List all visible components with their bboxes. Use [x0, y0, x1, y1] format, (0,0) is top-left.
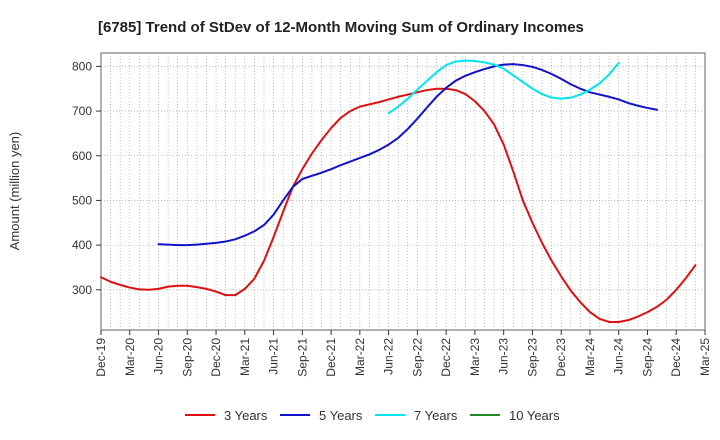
- grid: [101, 53, 705, 330]
- x-tick-label: Dec-24: [669, 338, 683, 377]
- x-tick-label: Dec-19: [94, 338, 108, 377]
- y-axis-ticks: 300 400 500 600 700 800: [72, 59, 101, 297]
- x-tick-label: Jun-23: [497, 338, 511, 375]
- y-axis-label: Amount (million yen): [7, 132, 22, 251]
- x-tick-label: Jun-21: [267, 338, 281, 375]
- y-tick-label: 500: [72, 193, 92, 207]
- y-tick-label: 300: [72, 283, 92, 297]
- x-tick-label: Jun-22: [382, 338, 396, 375]
- x-tick-label: Mar-20: [123, 338, 137, 376]
- x-tick-label: Jun-24: [612, 338, 626, 375]
- chart-title: [6785] Trend of StDev of 12-Month Moving…: [98, 19, 584, 36]
- x-tick-label: Dec-21: [324, 338, 338, 377]
- x-tick-label: Dec-22: [439, 338, 453, 377]
- x-axis-ticks: Dec-19 Mar-20 Jun-20 Sep-20 Dec-20 Mar-21 Jun-…: [94, 330, 712, 377]
- x-tick-label: Dec-23: [554, 338, 568, 377]
- x-tick-label: Sep-23: [525, 338, 539, 377]
- legend-label: 7 Years: [414, 408, 458, 423]
- x-tick-label: Jun-20: [152, 338, 166, 375]
- y-tick-label: 400: [72, 238, 92, 252]
- legend-label: 5 Years: [319, 408, 363, 423]
- y-tick-label: 700: [72, 104, 92, 118]
- x-tick-label: Sep-21: [295, 338, 309, 377]
- x-tick-label: Mar-22: [353, 338, 367, 376]
- x-tick-label: Mar-25: [698, 338, 712, 376]
- series-line-3-years: [100, 87, 697, 323]
- series-line-7-years: [387, 59, 620, 115]
- x-tick-label: Sep-22: [410, 338, 424, 377]
- series-line-5-years: [157, 63, 659, 247]
- x-tick-label: Mar-24: [583, 338, 597, 376]
- x-tick-label: Dec-20: [209, 338, 223, 377]
- x-tick-label: Sep-20: [180, 338, 194, 377]
- plot-area: [100, 52, 706, 331]
- x-tick-label: Mar-23: [468, 338, 482, 376]
- x-tick-label: Sep-24: [640, 338, 654, 377]
- series-layer: [100, 59, 697, 323]
- legend-label: 3 Years: [224, 408, 268, 423]
- legend: 3 Years 5 Years 7 Years 10 Years: [185, 408, 560, 423]
- x-tick-label: Mar-21: [238, 338, 252, 376]
- legend-label: 10 Years: [509, 408, 560, 423]
- y-tick-label: 800: [72, 59, 92, 73]
- y-tick-label: 600: [72, 149, 92, 163]
